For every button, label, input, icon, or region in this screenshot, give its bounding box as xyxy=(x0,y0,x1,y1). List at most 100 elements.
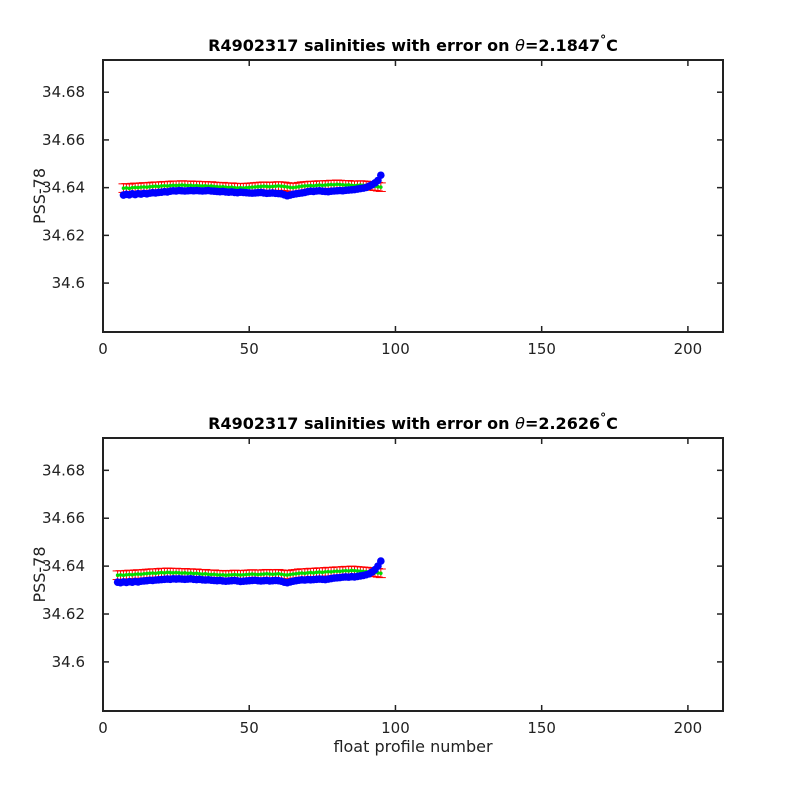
mapped-salinity-point xyxy=(156,571,161,575)
mapped-salinity-point xyxy=(320,570,325,575)
mapped-salinity-point xyxy=(221,184,225,189)
mapped-salinity-point xyxy=(226,573,231,577)
mapped-salinity-point xyxy=(250,572,254,576)
mapped-salinity-point xyxy=(177,183,181,188)
mapped-salinity-point xyxy=(317,570,322,574)
chart-title: R4902317 salinities with error on θ=2.18… xyxy=(208,33,618,55)
mapped-salinity-point xyxy=(343,183,348,187)
mapped-salinity-point xyxy=(256,184,260,189)
mapped-salinity-point xyxy=(311,183,316,188)
mapped-salinity-point xyxy=(171,571,175,575)
mapped-salinity-point xyxy=(183,571,187,575)
mapped-salinity-point xyxy=(118,573,123,577)
mapped-salinity-point xyxy=(305,183,310,188)
mapped-salinity-point xyxy=(259,572,263,577)
mapped-salinity-point xyxy=(200,184,205,188)
x-tick-label: 150 xyxy=(527,719,556,737)
mapped-salinity-point xyxy=(203,183,208,188)
mapped-salinity-point xyxy=(226,185,231,190)
mapped-salinity-point xyxy=(329,570,333,574)
mapped-salinity-point xyxy=(229,185,234,189)
mapped-salinity-point xyxy=(209,572,214,577)
mapped-salinity-point xyxy=(343,568,348,573)
mapped-salinity-point xyxy=(358,569,363,573)
mapped-salinity-point xyxy=(297,184,301,189)
mapped-salinity-point xyxy=(341,569,345,573)
chart-title-unit: C xyxy=(606,414,618,433)
mapped-salinity-point xyxy=(136,185,140,190)
mapped-salinity-point xyxy=(130,185,135,190)
mapped-salinity-point xyxy=(124,572,129,577)
float-salinity-point xyxy=(377,171,385,180)
mapped-salinity-point xyxy=(224,185,228,189)
mapped-salinity-point xyxy=(335,569,339,573)
mapped-salinity-point xyxy=(147,571,152,576)
mapped-salinity-point xyxy=(174,183,178,188)
mapped-salinity-point xyxy=(338,569,342,574)
mapped-salinity-point xyxy=(302,571,307,576)
mapped-salinity-point xyxy=(285,573,290,577)
mapped-salinity-point xyxy=(229,572,234,577)
mapped-salinity-point xyxy=(355,569,360,573)
float-salinity-point xyxy=(377,557,385,565)
mapped-salinity-point xyxy=(379,185,383,189)
x-tick-label: 200 xyxy=(674,719,703,737)
plot-area-frame xyxy=(102,59,724,333)
mapped-salinity-point xyxy=(191,571,196,576)
mapped-salinity-point xyxy=(145,185,149,189)
mapped-salinity-point xyxy=(200,572,205,576)
mapped-salinity-point xyxy=(162,183,167,188)
mapped-salinity-point xyxy=(194,571,199,576)
mapped-salinity-point xyxy=(168,183,173,188)
mapped-salinity-point xyxy=(183,183,187,188)
chart-title-value: =2.1847 xyxy=(525,36,600,55)
mapped-salinity-point xyxy=(197,183,202,188)
mapped-salinity-point xyxy=(297,571,301,576)
mapped-salinity-point xyxy=(244,572,249,577)
mapped-salinity-point xyxy=(221,572,225,577)
mapped-salinity-point xyxy=(203,571,208,576)
bottom-chart-panel: R4902317 salinities with error on θ=2.26… xyxy=(30,411,724,756)
mapped-salinity-point xyxy=(352,568,357,573)
mapped-salinity-point xyxy=(264,571,269,576)
mapped-salinity-point xyxy=(191,183,196,188)
top-chart-panel: R4902317 salinities with error on θ=2.18… xyxy=(30,33,724,358)
mapped-salinity-point xyxy=(197,571,202,576)
mapped-salinity-point xyxy=(341,182,345,187)
mapped-salinity-point xyxy=(159,184,164,188)
mapped-salinity-point xyxy=(188,183,193,188)
y-tick-label: 34.6 xyxy=(52,274,85,292)
mapped-salinity-point xyxy=(121,573,126,578)
mapped-salinity-point xyxy=(224,573,228,578)
mapped-salinity-point xyxy=(139,572,143,577)
mapped-salinity-point xyxy=(282,572,287,577)
x-tick-label: 50 xyxy=(240,340,259,358)
mapped-salinity-point xyxy=(127,186,132,191)
y-tick-label: 34.64 xyxy=(42,557,85,575)
mapped-salinity-point xyxy=(247,185,252,190)
mapped-salinity-point xyxy=(142,185,146,189)
mapped-salinity-point xyxy=(332,569,336,574)
mapped-salinity-point xyxy=(323,183,328,187)
chart-title-prefix: R4902317 salinities with error on xyxy=(208,36,515,55)
mapped-salinity-point xyxy=(326,182,330,187)
mapped-salinity-point xyxy=(162,571,167,575)
mapped-salinity-point xyxy=(212,572,216,577)
mapped-salinity-point xyxy=(209,184,214,188)
mapped-salinity-point xyxy=(180,571,184,575)
chart-title-prefix: R4902317 salinities with error on xyxy=(208,414,515,433)
chart-title: R4902317 salinities with error on θ=2.26… xyxy=(208,411,618,433)
mapped-salinity-point xyxy=(288,185,292,190)
mapped-salinity-point xyxy=(150,184,155,189)
mapped-salinity-point xyxy=(215,572,219,577)
mapped-salinity-point xyxy=(188,571,193,575)
mapped-salinity-point xyxy=(147,184,152,189)
mapped-salinity-point xyxy=(253,185,257,189)
mapped-salinity-point xyxy=(253,572,257,577)
mapped-salinity-point xyxy=(273,184,278,189)
y-tick-label: 34.64 xyxy=(42,179,85,197)
mapped-salinity-point xyxy=(320,183,325,188)
mapped-salinity-point xyxy=(168,570,173,575)
mapped-salinity-point xyxy=(329,182,333,187)
mapped-salinity-point xyxy=(305,571,310,575)
